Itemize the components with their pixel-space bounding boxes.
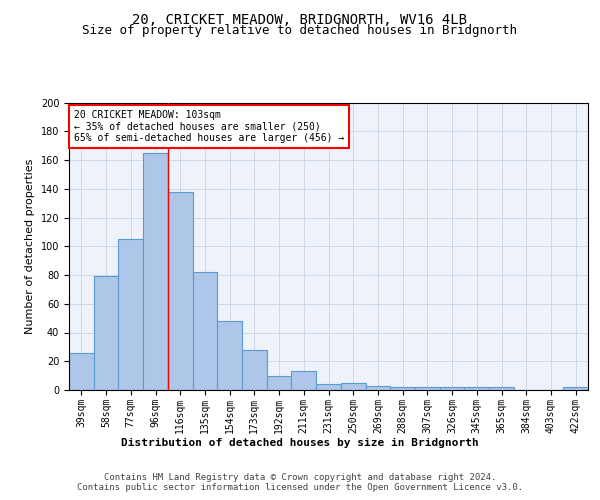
Bar: [341, 383, 365, 390]
Text: 20, CRICKET MEADOW, BRIDGNORTH, WV16 4LB: 20, CRICKET MEADOW, BRIDGNORTH, WV16 4LB: [133, 12, 467, 26]
Bar: [118, 239, 143, 390]
Y-axis label: Number of detached properties: Number of detached properties: [25, 158, 35, 334]
Bar: [94, 276, 118, 390]
Bar: [489, 387, 514, 390]
Bar: [217, 321, 242, 390]
Bar: [168, 192, 193, 390]
Bar: [143, 153, 168, 390]
Bar: [563, 387, 588, 390]
Bar: [415, 387, 440, 390]
Bar: [69, 352, 94, 390]
Bar: [464, 387, 489, 390]
Bar: [242, 350, 267, 390]
Bar: [440, 387, 464, 390]
Bar: [316, 384, 341, 390]
Bar: [292, 372, 316, 390]
Bar: [390, 387, 415, 390]
Text: Distribution of detached houses by size in Bridgnorth: Distribution of detached houses by size …: [121, 438, 479, 448]
Text: Contains HM Land Registry data © Crown copyright and database right 2024.
Contai: Contains HM Land Registry data © Crown c…: [77, 472, 523, 492]
Bar: [193, 272, 217, 390]
Bar: [365, 386, 390, 390]
Text: Size of property relative to detached houses in Bridgnorth: Size of property relative to detached ho…: [83, 24, 517, 37]
Text: 20 CRICKET MEADOW: 103sqm
← 35% of detached houses are smaller (250)
65% of semi: 20 CRICKET MEADOW: 103sqm ← 35% of detac…: [74, 110, 344, 143]
Bar: [267, 376, 292, 390]
